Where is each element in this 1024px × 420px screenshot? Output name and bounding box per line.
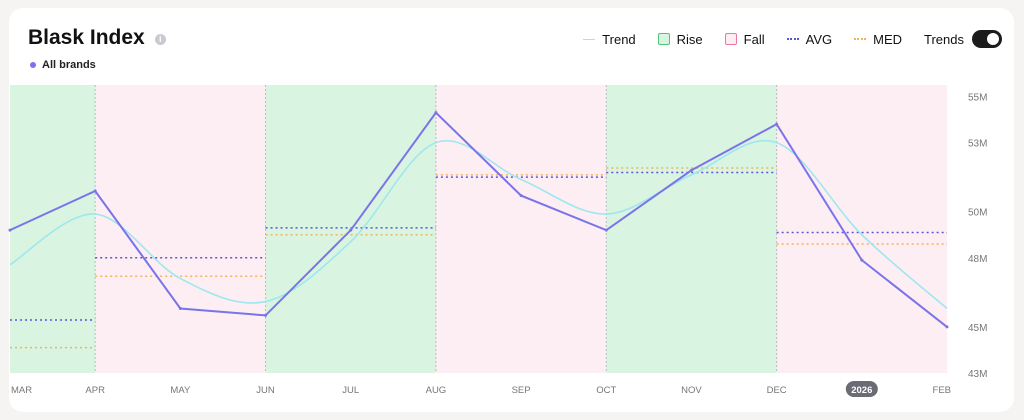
x-tick-label: FEB — [933, 385, 951, 396]
avg-dots-icon — [786, 38, 799, 40]
fall-period-band — [776, 85, 947, 373]
trend-line-icon — [583, 38, 596, 40]
series-point — [775, 122, 779, 126]
page-title: Blask Index — [28, 26, 145, 49]
legend-med-label: MED — [873, 31, 903, 47]
trends-toggle[interactable] — [972, 30, 1002, 48]
x-tick-label: SEP — [512, 385, 531, 396]
rise-period-band — [10, 85, 96, 373]
x-tick-label: MAR — [11, 385, 32, 396]
x-tick-label: AUG — [426, 385, 447, 396]
legend-med[interactable]: MED — [854, 32, 902, 47]
series-point — [519, 194, 523, 198]
trends-toggle-label: Trends — [924, 31, 964, 47]
series-label: All brands — [30, 59, 96, 71]
series-point — [689, 168, 693, 172]
fall-box-icon — [724, 33, 737, 45]
series-point — [178, 306, 182, 310]
series-point — [264, 313, 268, 317]
series-point — [604, 228, 608, 232]
rise-period-band — [606, 85, 777, 373]
series-point — [434, 111, 438, 115]
series-line-all-brands — [9, 111, 948, 328]
x-tick-label: NOV — [681, 385, 702, 396]
x-tick-label: DEC — [767, 385, 787, 396]
series-label-text: All brands — [42, 59, 96, 71]
series-point — [945, 325, 949, 329]
y-tick-label: 43M — [968, 369, 987, 380]
y-tick-label: 55M — [968, 93, 987, 104]
legend-trend-label: Trend — [602, 31, 636, 47]
series-point — [860, 258, 864, 262]
legend-rise[interactable]: Rise — [657, 31, 703, 47]
x-tick-label: JUN — [256, 385, 275, 396]
y-tick-label: 53M — [968, 139, 987, 150]
info-icon[interactable]: i — [154, 34, 166, 45]
fall-period-band — [435, 85, 607, 373]
x-tick-label: MAY — [170, 385, 191, 396]
x-tick-label: 2026 — [851, 385, 872, 396]
series-dot-icon — [30, 62, 36, 68]
legend-avg-label: AVG — [805, 31, 833, 47]
fall-period-band — [95, 85, 266, 373]
chart-legend: Trend Rise Fall AVG MED Trends — [561, 30, 1002, 48]
x-tick-label: APR — [85, 385, 105, 396]
series-point — [93, 189, 97, 193]
legend-rise-label: Rise — [676, 31, 703, 47]
legend-fall[interactable]: Fall — [724, 31, 765, 47]
x-tick-highlight-pill — [845, 381, 878, 397]
legend-avg[interactable]: AVG — [786, 31, 833, 47]
x-tick-label: JUL — [342, 385, 359, 396]
legend-fall-label: Fall — [743, 31, 765, 47]
trends-toggle-group: Trends — [924, 30, 1002, 48]
y-tick-label: 48M — [968, 254, 987, 265]
legend-trend[interactable]: Trend — [583, 31, 636, 47]
toggle-knob — [987, 33, 999, 45]
x-tick-label: OCT — [596, 385, 616, 396]
med-dots-icon — [854, 38, 867, 40]
rise-box-icon — [657, 33, 670, 45]
y-tick-label: 50M — [968, 208, 987, 219]
series-point — [8, 228, 12, 232]
chart-header: Blask Index i — [28, 26, 166, 50]
y-tick-label: 45M — [968, 323, 987, 334]
series-point — [349, 228, 353, 232]
